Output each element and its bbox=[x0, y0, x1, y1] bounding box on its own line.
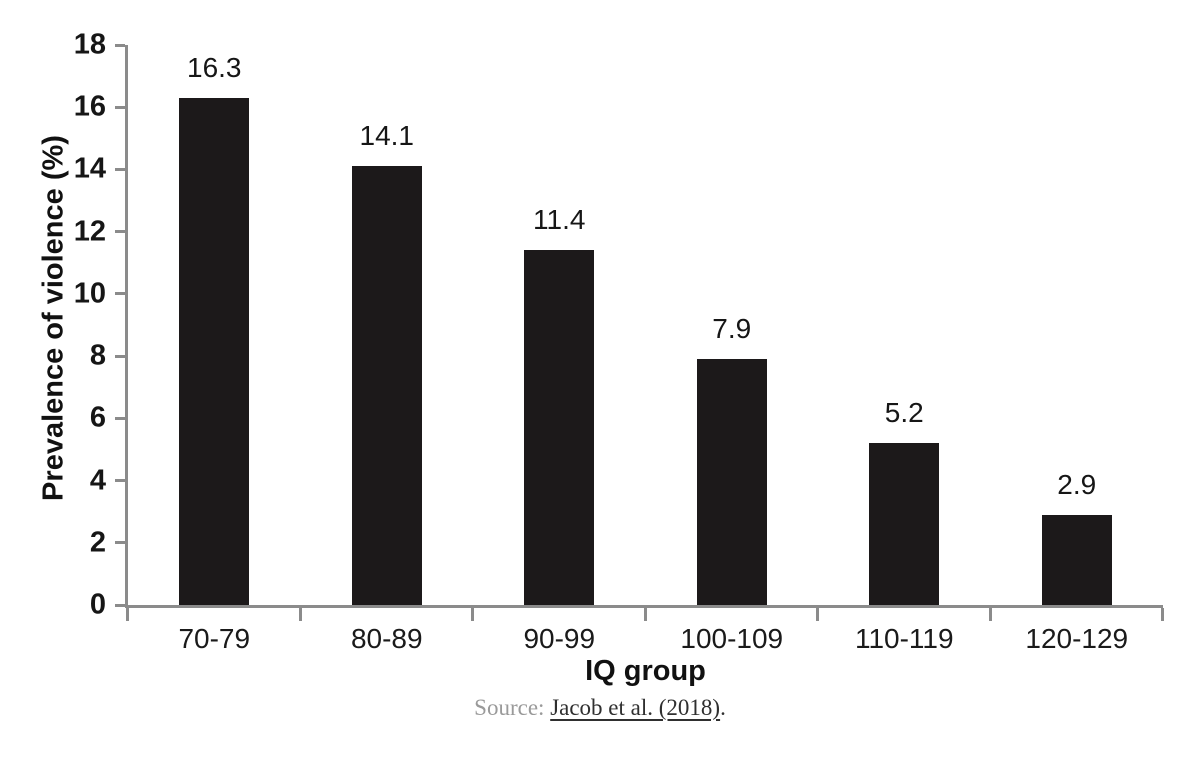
bar bbox=[351, 166, 422, 605]
y-tick-mark bbox=[115, 541, 125, 545]
y-tick-label: 8 bbox=[89, 339, 106, 372]
x-tick-mark bbox=[816, 608, 819, 621]
x-tick-label: 100-109 bbox=[680, 623, 784, 654]
x-tick-label: 120-129 bbox=[1025, 623, 1129, 654]
bar bbox=[696, 359, 767, 605]
bar-value-label: 2.9 bbox=[1057, 468, 1097, 500]
y-tick-label: 4 bbox=[89, 464, 106, 497]
x-tick-mark bbox=[471, 608, 474, 621]
y-tick-label: 0 bbox=[89, 588, 106, 621]
y-tick-label: 6 bbox=[89, 401, 106, 434]
plot-area: IQ group 0 2 4 6 8 10 12 14 16 18 16.3 70-79 14.1 80-… bbox=[74, 30, 1164, 686]
y-tick-label: 2 bbox=[89, 526, 106, 559]
y-tick-mark bbox=[115, 479, 125, 483]
x-tick-mark bbox=[126, 608, 129, 621]
bar bbox=[524, 250, 595, 605]
x-tick-label: 80-89 bbox=[350, 623, 423, 654]
y-tick-label: 12 bbox=[73, 215, 106, 248]
bar bbox=[869, 443, 940, 605]
y-tick-mark bbox=[115, 105, 125, 109]
y-tick-label: 10 bbox=[73, 277, 106, 310]
source-link[interactable]: Jacob et al. (2018) bbox=[550, 695, 721, 720]
bar bbox=[1041, 514, 1112, 605]
y-tick-mark bbox=[115, 230, 125, 234]
y-tick-label: 14 bbox=[73, 152, 106, 185]
source-period: . bbox=[720, 695, 726, 720]
y-tick-mark bbox=[115, 354, 125, 358]
y-tick-mark bbox=[115, 167, 125, 171]
y-tick-mark bbox=[115, 416, 125, 420]
y-axis-title: Prevalence of violence (%) bbox=[37, 135, 70, 501]
y-tick-mark bbox=[115, 603, 125, 607]
bar-value-label: 16.3 bbox=[187, 51, 242, 83]
bar bbox=[179, 97, 250, 605]
x-axis-title: IQ group bbox=[585, 655, 706, 687]
y-tick-mark bbox=[115, 43, 125, 47]
bar-value-label: 5.2 bbox=[884, 397, 924, 429]
bar-value-label: 14.1 bbox=[359, 120, 415, 152]
bar-value-label: 11.4 bbox=[533, 204, 586, 236]
x-tick-label: 70-79 bbox=[178, 623, 251, 654]
y-tick-label: 16 bbox=[73, 90, 106, 123]
x-tick-mark bbox=[643, 608, 647, 621]
y-tick-mark bbox=[115, 292, 125, 296]
x-tick-label: 110-119 bbox=[854, 623, 954, 654]
bar-value-label: 7.9 bbox=[712, 313, 752, 345]
x-tick-label: 90-99 bbox=[523, 623, 596, 654]
x-tick-mark bbox=[1161, 608, 1164, 621]
y-tick-label: 18 bbox=[73, 28, 106, 61]
x-tick-mark bbox=[988, 608, 992, 621]
source-line: Source: Jacob et al. (2018). bbox=[0, 694, 1200, 722]
source-label: Source: bbox=[474, 695, 551, 720]
x-tick-mark bbox=[298, 608, 302, 621]
